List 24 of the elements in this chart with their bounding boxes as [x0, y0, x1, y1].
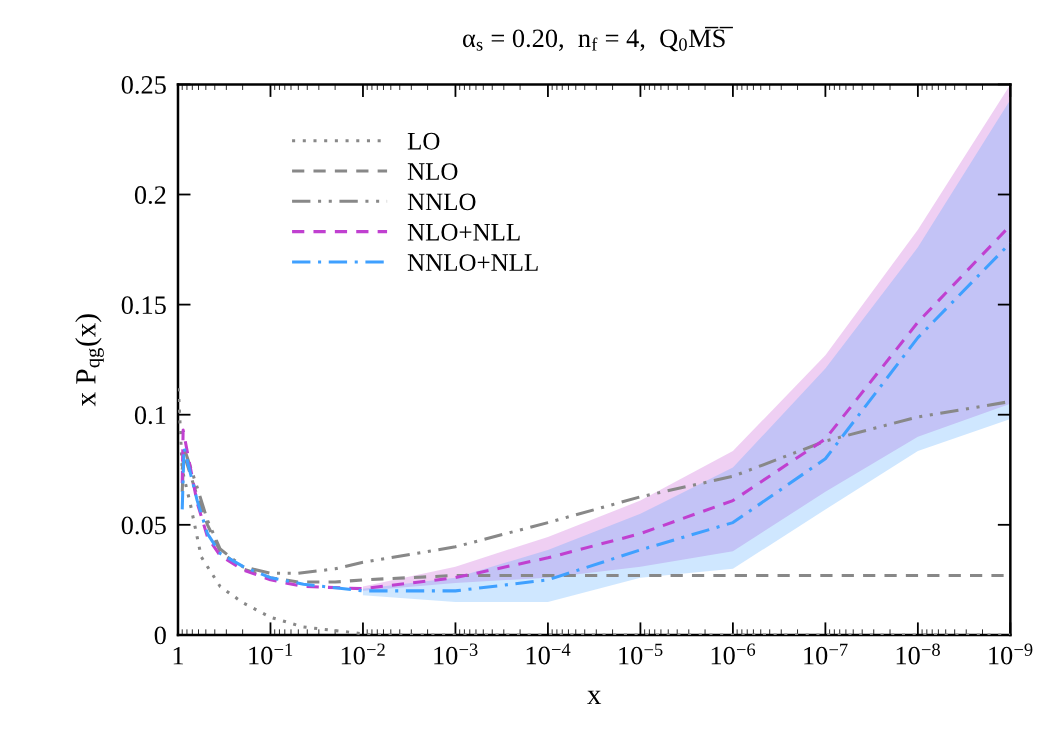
- x-tick-label: 10$^{−6}$: [711, 643, 756, 665]
- legend-label: LO: [407, 132, 440, 150]
- x-tick-label: 10$^{−7}$: [804, 643, 848, 665]
- y-tick-label: 0: [154, 626, 166, 645]
- x-tick-label: 10$^{−8}$: [896, 643, 940, 665]
- y-tick-label: 0.25: [121, 76, 166, 94]
- y-tick-label: 0.05: [121, 516, 166, 535]
- y-tick-label: 0.15: [121, 296, 166, 315]
- x-tick-label: 10$^{−1}$: [249, 643, 293, 665]
- x-tick-label: 10$^{−2}$: [341, 643, 385, 665]
- x-tick-label: 1: [173, 646, 183, 665]
- y-tick-label: 0.2: [134, 186, 166, 205]
- x-tick-label: 10$^{−4}$: [526, 643, 571, 665]
- y-axis-title: x P$_{qg}$(x): [75, 314, 104, 407]
- x-axis-title: x: [587, 690, 602, 705]
- y-tick-label: 0.1: [134, 406, 166, 425]
- legend-label: NLO+NLL: [407, 223, 520, 241]
- legend-label: NLO: [407, 163, 458, 180]
- x-tick-label: 10$^{−9}$: [989, 643, 1033, 665]
- legend-label: NNLO+NLL: [407, 254, 538, 271]
- x-tick-label: 10$^{−3}$: [434, 643, 478, 665]
- chart-title: α$_{s}$ = 0.20, n$_{f}$ = 4, Q$_{0}$M̅S̅: [462, 26, 733, 52]
- legend-label: NNLO: [407, 193, 476, 211]
- x-tick-label: 10$^{−5}$: [619, 643, 663, 665]
